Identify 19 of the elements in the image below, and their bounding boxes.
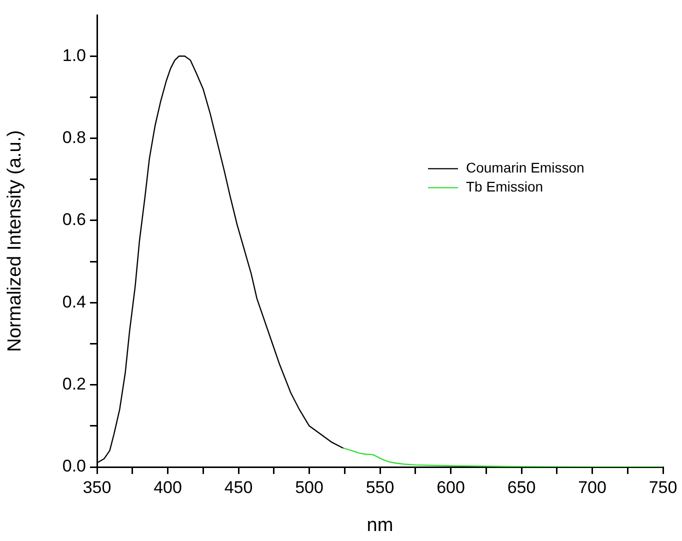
y-tick-label: 0.4 xyxy=(62,292,86,312)
x-tick-label: 750 xyxy=(648,478,678,497)
y-tick-label: 0.0 xyxy=(62,456,86,476)
x-tick-label: 700 xyxy=(578,478,606,497)
y-tick-label: 0.2 xyxy=(62,374,86,394)
y-axis-title: Normalized Intensity (a.u.) xyxy=(4,130,26,352)
y-tick-label: 1.0 xyxy=(62,46,86,65)
x-tick-label: 550 xyxy=(366,478,394,497)
x-tick-label: 600 xyxy=(436,478,465,497)
x-tick-label: 650 xyxy=(507,478,536,497)
x-tick-label: 500 xyxy=(295,478,324,497)
legend-label: Coumarin Emisson xyxy=(466,160,584,176)
x-axis-title: nm xyxy=(366,514,394,536)
legend-label: Tb Emission xyxy=(466,178,544,195)
y-tick-label: 0.8 xyxy=(62,128,86,147)
x-tick-label: 450 xyxy=(224,478,253,497)
x-tick-label: 350 xyxy=(82,478,112,497)
x-tick-label: 400 xyxy=(154,478,182,497)
y-tick-label: 0.6 xyxy=(62,210,86,230)
